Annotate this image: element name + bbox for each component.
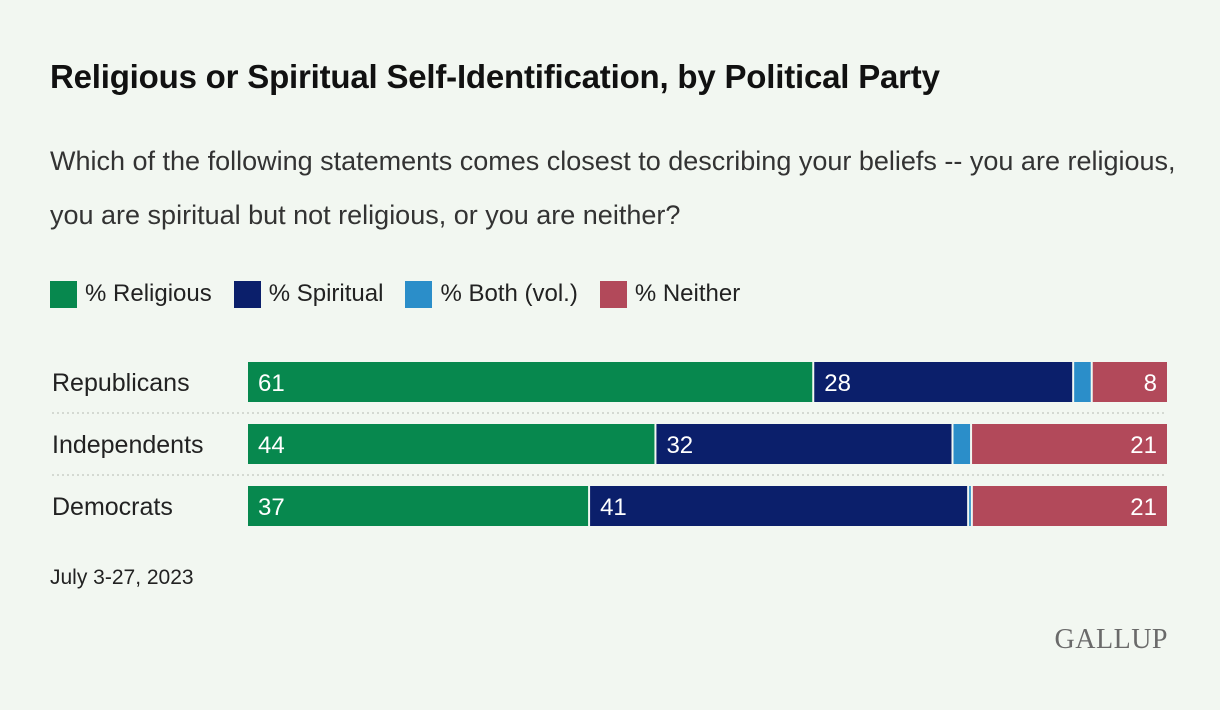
data-label-democrats-neither: 21 bbox=[1130, 494, 1157, 521]
data-label-independents-neither: 21 bbox=[1130, 432, 1157, 459]
data-label-independents-religious: 44 bbox=[258, 432, 285, 459]
data-label-republicans-spiritual: 28 bbox=[824, 370, 851, 397]
bar-republicans-neither bbox=[1092, 362, 1167, 402]
data-label-democrats-religious: 37 bbox=[258, 494, 285, 521]
legend-swatch-both bbox=[405, 280, 433, 308]
legend-swatch-spiritual bbox=[233, 280, 261, 308]
bar-independents-neither bbox=[972, 424, 1167, 464]
bar-democrats-spiritual bbox=[590, 486, 968, 526]
legend-item-both: % Both (vol.) bbox=[405, 280, 578, 308]
data-label-republicans-religious: 61 bbox=[258, 370, 285, 397]
legend-label-religious: % Religious bbox=[85, 280, 212, 307]
bar-republicans-spiritual bbox=[814, 362, 1073, 402]
bar-democrats-neither bbox=[972, 486, 1167, 526]
bar-republicans-both-vol bbox=[1074, 362, 1091, 402]
chart-area: Republicans 61 28 8 Independents 44 32 21 Democr… bbox=[52, 362, 1167, 526]
chart-title: Religious or Spiritual Self-Identificati… bbox=[50, 58, 940, 95]
data-label-independents-spiritual: 32 bbox=[666, 432, 693, 459]
bar-democrats-both-vol bbox=[969, 486, 971, 526]
data-label-democrats-spiritual: 41 bbox=[600, 494, 627, 521]
survey-date: July 3-27, 2023 bbox=[50, 566, 194, 589]
stacked-bar-chart: Republicans 61 28 8 Independents 44 32 21 Democr… bbox=[52, 362, 1167, 526]
bar-democrats-religious bbox=[248, 486, 589, 526]
bar-independents-both-vol bbox=[953, 424, 971, 464]
legend: % Religious % Spiritual % Both (vol.) % … bbox=[50, 280, 762, 308]
legend-item-neither: % Neither bbox=[599, 280, 741, 308]
category-label-republicans: Republicans bbox=[52, 369, 190, 397]
legend-label-spiritual: % Spiritual bbox=[268, 280, 384, 307]
data-label-republicans-neither: 8 bbox=[1144, 370, 1157, 397]
gallup-logo: GALLUP bbox=[1054, 624, 1168, 655]
legend-label-both: % Both (vol.) bbox=[440, 280, 578, 307]
legend-item-spiritual: % Spiritual bbox=[233, 280, 384, 308]
category-label-democrats: Democrats bbox=[52, 493, 173, 521]
legend-swatch-religious bbox=[50, 280, 77, 308]
category-label-independents: Independents bbox=[52, 431, 204, 459]
chart-subtitle: Which of the following statements comes … bbox=[50, 146, 1176, 230]
legend-label-neither: % Neither bbox=[634, 280, 741, 307]
bar-independents-spiritual bbox=[656, 424, 952, 464]
legend-swatch-neither bbox=[599, 280, 627, 308]
bar-independents-religious bbox=[248, 424, 655, 464]
legend-item-religious: % Religious bbox=[50, 280, 212, 308]
bar-republicans-religious bbox=[248, 362, 813, 402]
